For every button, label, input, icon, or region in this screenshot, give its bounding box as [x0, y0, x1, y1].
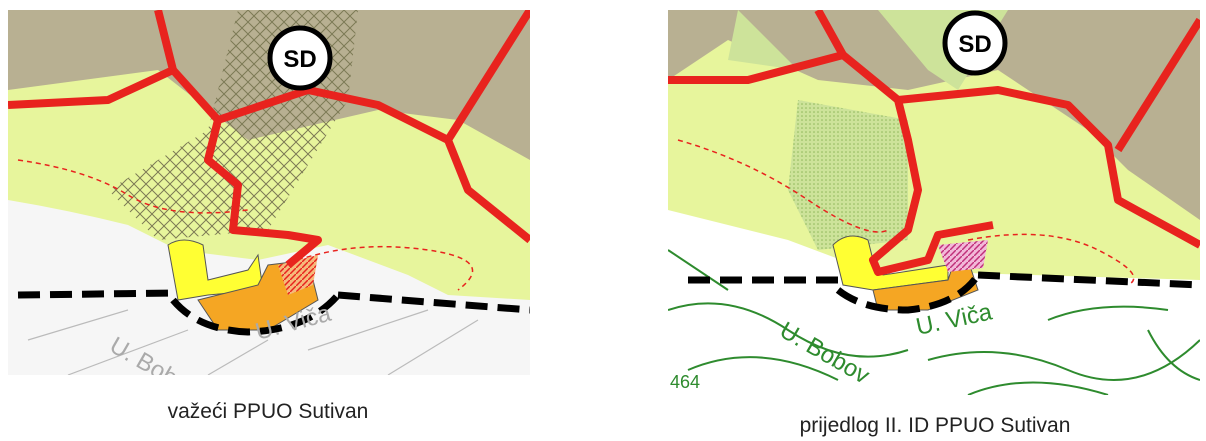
zone-badge: SD [958, 31, 991, 58]
zone-badge: SD [283, 46, 316, 73]
map-right: SD U. Viča U. Bobov 464 [668, 10, 1200, 395]
elevation-label: 464 [670, 372, 700, 392]
caption: važeći PPUO Sutivan [168, 400, 369, 423]
map-left: SD U. Viča U. Bob [8, 10, 530, 375]
caption: prijedlog II. ID PPUO Sutivan [800, 414, 1071, 437]
